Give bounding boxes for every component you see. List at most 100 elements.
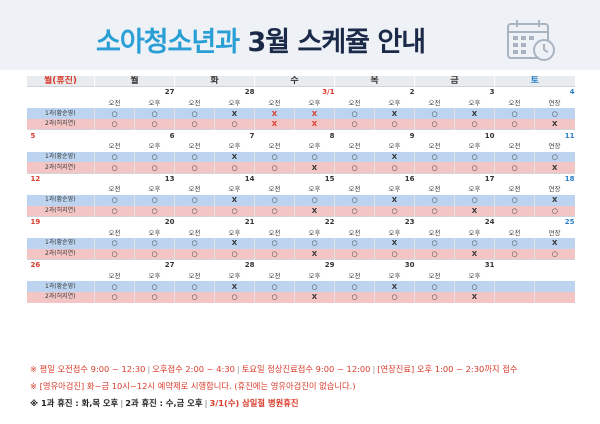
open-mark: ○: [454, 237, 495, 249]
open-mark: ○: [334, 205, 375, 217]
slot-cell: 오후: [374, 97, 415, 109]
doctor-label: 2과(허지연): [26, 248, 95, 260]
date-cell: 27: [94, 86, 175, 98]
closed-mark: X: [254, 108, 295, 120]
note-doc2-closure: 2과 휴진 : 수,금 오후: [125, 398, 203, 408]
open-mark: ○: [334, 194, 375, 206]
slot-cell: 오전: [174, 227, 215, 238]
open-mark: [494, 281, 535, 292]
closed-mark: X: [374, 151, 415, 163]
open-mark: ○: [454, 162, 495, 174]
closed-mark: X: [294, 108, 335, 120]
doctor1-row: 1과(황순영) ○ ○ ○ X ○ ○ ○ X ○ ○: [26, 281, 575, 292]
doctor1-row: 1과(황순영) ○ ○ ○ X ○ ○ ○ X ○ ○ ○ X: [26, 237, 575, 249]
closed-mark: X: [294, 205, 335, 217]
open-mark: ○: [174, 108, 215, 120]
open-mark: ○: [334, 162, 375, 174]
date-cell: 29: [254, 259, 335, 271]
note-holiday: 3/1(수) 삼일절 병원휴진: [209, 398, 299, 408]
page-title: 소아청소년과 3월 스케쥴 안내: [96, 20, 426, 60]
slot-cell: 오전: [414, 140, 455, 152]
monday-date: 26: [26, 259, 95, 271]
open-mark: ○: [214, 119, 255, 130]
date-cell: 31: [414, 259, 495, 271]
slot-cell: 오후: [374, 183, 415, 195]
date-cell: 9: [334, 129, 415, 141]
open-mark: ○: [534, 151, 575, 163]
open-mark: ○: [414, 237, 455, 249]
slot-cell: 오전: [94, 227, 135, 238]
open-mark: ○: [454, 194, 495, 206]
doctor-label: 1과(황순영): [26, 281, 95, 292]
doctor-label: 2과(허지연): [26, 119, 95, 130]
closed-mark: X: [454, 291, 495, 303]
open-mark: ○: [94, 248, 135, 260]
doctor2-row: 2과(허지연) ○ ○ ○ ○ X X ○ ○ ○ ○ ○ X: [26, 119, 575, 130]
open-mark: [534, 291, 575, 303]
header-day: 월: [94, 76, 175, 87]
open-mark: ○: [454, 151, 495, 163]
open-mark: ○: [254, 205, 295, 217]
week-date-row: 27 28 3/1 2 3 4: [26, 86, 575, 98]
notes-closure-line: ※ 1과 휴진 : 화,목 오후 | 2과 휴진 : 수,금 오후 | 3/1(수) 삼…: [30, 398, 299, 408]
slot-cell: 오전: [254, 140, 295, 152]
open-mark: ○: [334, 281, 375, 292]
slot-cell: 오전: [174, 270, 215, 282]
open-mark: ○: [134, 291, 175, 303]
slot-cell: 오후: [294, 227, 335, 238]
open-mark: ○: [254, 248, 295, 260]
open-mark: ○: [494, 248, 535, 260]
open-mark: [494, 291, 535, 303]
closed-mark: X: [454, 108, 495, 120]
slot-cell: 오전: [494, 97, 535, 109]
open-mark: ○: [94, 119, 135, 130]
closed-mark: X: [374, 108, 415, 120]
date-cell: 3: [414, 86, 495, 98]
date-cell: 17: [414, 172, 495, 184]
slot-cell: 오전: [254, 183, 295, 195]
slot-cell: 오후: [134, 97, 175, 109]
slot-cell: 오후: [454, 183, 495, 195]
slot-cell: 연장: [534, 140, 575, 152]
doctor-label: 1과(황순영): [26, 194, 95, 206]
open-mark: ○: [414, 291, 455, 303]
open-mark: ○: [174, 151, 215, 163]
open-mark: ○: [414, 281, 455, 292]
doctor-label: 1과(황순영): [26, 108, 95, 120]
doctor2-row: 2과(허지연) ○ ○ ○ ○ ○ X ○ ○ ○ X: [26, 291, 575, 303]
open-mark: ○: [94, 281, 135, 292]
open-mark: ○: [174, 248, 215, 260]
closed-mark: X: [214, 281, 255, 292]
slot-cell: 오전: [414, 270, 455, 282]
open-mark: ○: [174, 194, 215, 206]
open-mark: ○: [454, 281, 495, 292]
open-mark: ○: [494, 194, 535, 206]
open-mark: ○: [374, 205, 415, 217]
slot-cell: 오전: [174, 97, 215, 109]
closed-mark: X: [534, 194, 575, 206]
doctor1-row: 1과(황순영) ○ ○ ○ X ○ ○ ○ X ○ ○ ○ ○: [26, 151, 575, 163]
week-date-row: 26 27 28 29 30 31: [26, 259, 575, 271]
date-cell: 2: [334, 86, 415, 98]
open-mark: ○: [134, 162, 175, 174]
slot-row: 오전 오후 오전 오후 오전 오후 오전 오후 오전 오후: [26, 270, 575, 282]
closed-mark: X: [534, 237, 575, 249]
doctor2-row: 2과(허지연) ○ ○ ○ ○ ○ X ○ ○ ○ ○ ○ X: [26, 162, 575, 174]
slot-cell: 오후: [454, 227, 495, 238]
slot-cell: [534, 270, 575, 282]
open-mark: ○: [374, 119, 415, 130]
slot-cell: 오전: [94, 140, 135, 152]
slot-cell: 오후: [134, 140, 175, 152]
open-mark: ○: [134, 119, 175, 130]
open-mark: ○: [414, 162, 455, 174]
closed-mark: X: [214, 108, 255, 120]
slot-cell: 오전: [334, 270, 375, 282]
header-day: 수: [254, 76, 335, 87]
slot-row: 오전 오후 오전 오후 오전 오후 오전 오후 오전 오후 오전 연장: [26, 97, 575, 109]
open-mark: ○: [254, 281, 295, 292]
date-cell: 18: [494, 172, 575, 184]
open-mark: ○: [174, 237, 215, 249]
doctor1-row: 1과(황순영) ○ ○ ○ X X X ○ X ○ X ○ ○: [26, 108, 575, 120]
date-cell: 8: [254, 129, 335, 141]
open-mark: ○: [134, 205, 175, 217]
